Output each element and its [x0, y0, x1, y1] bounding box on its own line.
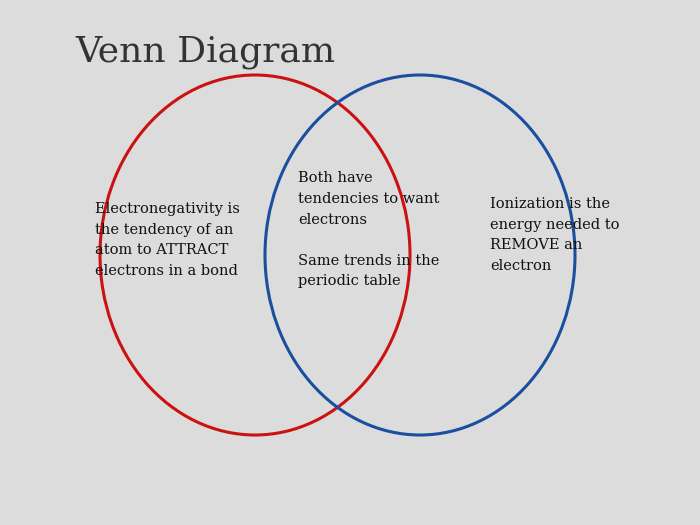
Text: Ionization is the
energy needed to
REMOVE an
electron: Ionization is the energy needed to REMOV… [490, 197, 620, 273]
Text: Both have
tendencies to want
electrons

Same trends in the
periodic table: Both have tendencies to want electrons S… [298, 172, 440, 289]
Text: Electronegativity is
the tendency of an
atom to ATTRACT
electrons in a bond: Electronegativity is the tendency of an … [95, 202, 240, 278]
Text: Venn Diagram: Venn Diagram [75, 35, 335, 69]
